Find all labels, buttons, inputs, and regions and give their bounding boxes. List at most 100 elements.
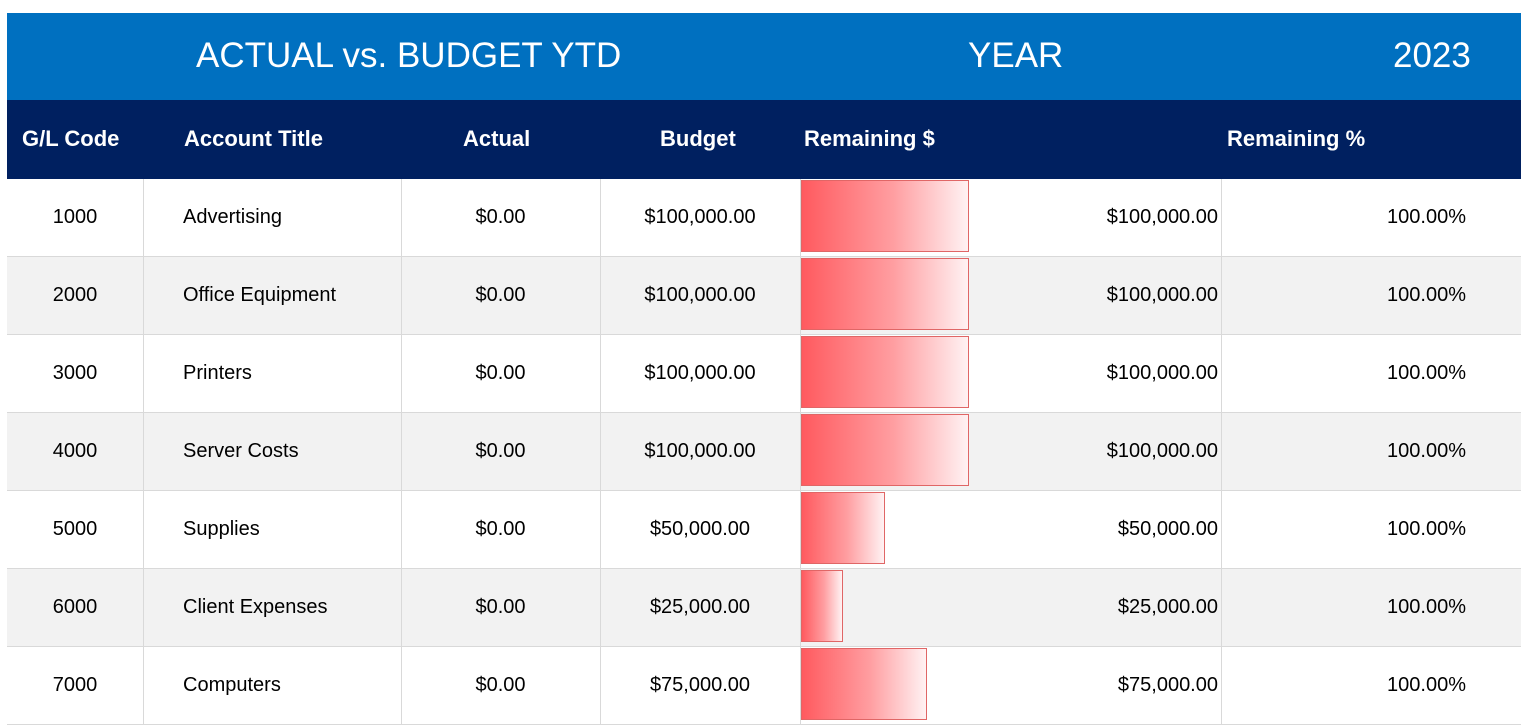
remaining-dollar-cell[interactable]: $25,000.00 — [1117, 596, 1218, 618]
gl-code-cell[interactable]: 7000 — [52, 674, 98, 696]
remaining-data-bar — [801, 180, 969, 252]
budget-cell[interactable]: $100,000.00 — [644, 362, 756, 384]
column-divider — [800, 491, 801, 569]
column-divider — [1221, 257, 1222, 335]
remaining-dollar-cell[interactable]: $100,000.00 — [1106, 284, 1218, 306]
remaining-dollar-cell[interactable]: $100,000.00 — [1106, 440, 1218, 462]
account-title-cell[interactable]: Supplies — [183, 518, 260, 540]
gl-code-cell[interactable]: 4000 — [52, 440, 98, 462]
column-divider — [143, 647, 144, 725]
column-divider — [143, 335, 144, 413]
gl-code-cell[interactable]: 1000 — [52, 206, 98, 228]
header-remaining-percent: Remaining % — [1227, 126, 1366, 151]
budget-cell[interactable]: $75,000.00 — [649, 674, 751, 696]
remaining-data-bar — [801, 414, 969, 486]
column-divider — [143, 179, 144, 257]
column-divider — [800, 257, 801, 335]
column-divider — [143, 569, 144, 647]
account-title-cell[interactable]: Client Expenses — [183, 596, 328, 618]
gl-code-cell[interactable]: 5000 — [52, 518, 98, 540]
header-budget: Budget — [660, 126, 736, 151]
budget-cell[interactable]: $100,000.00 — [644, 206, 756, 228]
remaining-data-bar — [801, 648, 927, 720]
remaining-data-bar — [801, 258, 969, 330]
column-divider — [401, 491, 402, 569]
remaining-percent-cell[interactable]: 100.00% — [1387, 284, 1466, 306]
account-title-cell[interactable]: Computers — [183, 674, 281, 696]
actual-cell[interactable]: $0.00 — [475, 206, 526, 228]
remaining-data-bar — [801, 492, 885, 564]
remaining-percent-cell[interactable]: 100.00% — [1387, 596, 1466, 618]
header-account-title: Account Title — [184, 126, 323, 151]
actual-cell[interactable]: $0.00 — [475, 440, 526, 462]
remaining-percent-cell[interactable]: 100.00% — [1387, 206, 1466, 228]
actual-cell[interactable]: $0.00 — [475, 518, 526, 540]
column-divider — [800, 335, 801, 413]
column-divider — [401, 257, 402, 335]
report-title: ACTUAL vs. BUDGET YTD — [196, 36, 622, 75]
column-divider — [600, 335, 601, 413]
column-divider — [401, 413, 402, 491]
account-title-cell[interactable]: Advertising — [183, 206, 282, 228]
remaining-percent-cell[interactable]: 100.00% — [1387, 362, 1466, 384]
remaining-data-bar — [801, 336, 969, 408]
remaining-dollar-cell[interactable]: $75,000.00 — [1117, 674, 1218, 696]
gl-code-cell[interactable]: 3000 — [52, 362, 98, 384]
column-header-row: G/L Code Account Title Actual Budget Rem… — [7, 100, 1521, 179]
header-actual: Actual — [463, 126, 531, 151]
column-divider — [1221, 413, 1222, 491]
column-divider — [1221, 491, 1222, 569]
column-divider — [143, 491, 144, 569]
actual-cell[interactable]: $0.00 — [475, 284, 526, 306]
actual-cell[interactable]: $0.00 — [475, 362, 526, 384]
budget-cell[interactable]: $25,000.00 — [649, 596, 751, 618]
table-row: 5000 Supplies $0.00 $50,000.00 $50,000.0… — [7, 491, 1521, 569]
column-divider — [600, 179, 601, 257]
budget-table: 1000 Advertising $0.00 $100,000.00 $100,… — [7, 179, 1521, 725]
column-divider — [1221, 335, 1222, 413]
table-row: 4000 Server Costs $0.00 $100,000.00 $100… — [7, 413, 1521, 491]
table-row: 3000 Printers $0.00 $100,000.00 $100,000… — [7, 335, 1521, 413]
column-divider — [1221, 569, 1222, 647]
column-divider — [600, 491, 601, 569]
column-divider — [1221, 179, 1222, 257]
column-divider — [800, 413, 801, 491]
column-divider — [600, 257, 601, 335]
budget-cell[interactable]: $50,000.00 — [649, 518, 751, 540]
account-title-cell[interactable]: Server Costs — [183, 440, 299, 462]
column-divider — [800, 179, 801, 257]
table-row: 1000 Advertising $0.00 $100,000.00 $100,… — [7, 179, 1521, 257]
title-bar: ACTUAL vs. BUDGET YTD YEAR 2023 — [7, 13, 1521, 100]
table-row: 6000 Client Expenses $0.00 $25,000.00 $2… — [7, 569, 1521, 647]
actual-cell[interactable]: $0.00 — [475, 596, 526, 618]
column-divider — [1221, 647, 1222, 725]
gl-code-cell[interactable]: 2000 — [52, 284, 98, 306]
remaining-data-bar — [801, 570, 843, 642]
column-divider — [401, 569, 402, 647]
column-divider — [143, 413, 144, 491]
year-value-cell[interactable]: 2023 — [1393, 36, 1471, 75]
header-remaining-dollar: Remaining $ — [804, 126, 935, 151]
column-divider — [800, 569, 801, 647]
budget-cell[interactable]: $100,000.00 — [644, 440, 756, 462]
remaining-percent-cell[interactable]: 100.00% — [1387, 674, 1466, 696]
column-divider — [600, 569, 601, 647]
account-title-cell[interactable]: Office Equipment — [183, 284, 337, 306]
column-divider — [401, 335, 402, 413]
budget-cell[interactable]: $100,000.00 — [644, 284, 756, 306]
column-divider — [800, 647, 801, 725]
table-row: 7000 Computers $0.00 $75,000.00 $75,000.… — [7, 647, 1521, 725]
remaining-percent-cell[interactable]: 100.00% — [1387, 518, 1466, 540]
account-title-cell[interactable]: Printers — [183, 362, 252, 384]
actual-cell[interactable]: $0.00 — [475, 674, 526, 696]
year-label: YEAR — [968, 36, 1064, 75]
column-divider — [401, 179, 402, 257]
remaining-dollar-cell[interactable]: $100,000.00 — [1106, 362, 1218, 384]
column-divider — [600, 647, 601, 725]
column-divider — [143, 257, 144, 335]
remaining-dollar-cell[interactable]: $50,000.00 — [1117, 518, 1218, 540]
column-divider — [401, 647, 402, 725]
gl-code-cell[interactable]: 6000 — [52, 596, 98, 618]
remaining-dollar-cell[interactable]: $100,000.00 — [1106, 206, 1218, 228]
remaining-percent-cell[interactable]: 100.00% — [1387, 440, 1466, 462]
